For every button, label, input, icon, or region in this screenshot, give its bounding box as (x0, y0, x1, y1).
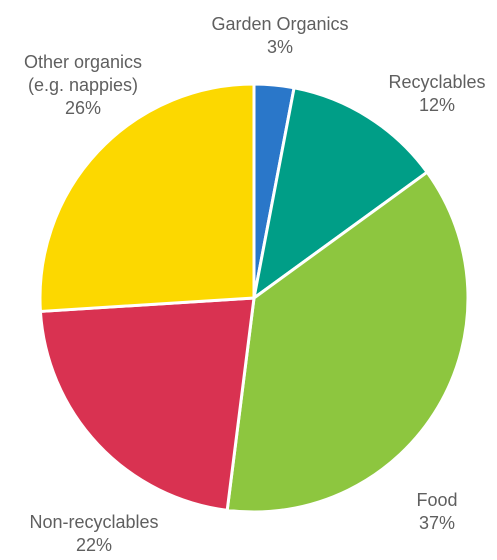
pie-slices (38, 82, 470, 514)
slice-label-garden-organics: Garden Organics 3% (211, 14, 348, 57)
slice-name-recyclables: Recyclables (388, 72, 485, 92)
slice-name-garden-organics: Garden Organics (211, 14, 348, 34)
pie-slice-recyclables (252, 86, 429, 300)
slice-percent-other-organics: 26% (65, 98, 101, 118)
slice-percent-recyclables: 12% (419, 95, 455, 115)
pie-slice-food (225, 170, 470, 514)
slice-percent-garden-organics: 3% (267, 37, 293, 57)
slice-label-food: Food 37% (416, 490, 457, 533)
pie-labels: Garden Organics 3% Recyclables 12% Food 37% No… (24, 14, 486, 555)
slice-label-non-recyclables: Non-recyclables 22% (29, 512, 158, 555)
slice-name-non-recyclables: Non-recyclables (29, 512, 158, 532)
slice-percent-food: 37% (419, 513, 455, 533)
slice-label-other-organics: Other organics (e.g. nappies) 26% (24, 52, 142, 118)
slice-name-other-organics: (e.g. nappies) (28, 75, 138, 95)
slice-name-other-organics: Other organics (24, 52, 142, 72)
pie-slice-other-organics (38, 82, 256, 313)
slice-name-food: Food (416, 490, 457, 510)
slice-label-recyclables: Recyclables 12% (388, 72, 485, 115)
slice-percent-non-recyclables: 22% (76, 535, 112, 555)
pie-slice-non-recyclables (38, 296, 256, 512)
